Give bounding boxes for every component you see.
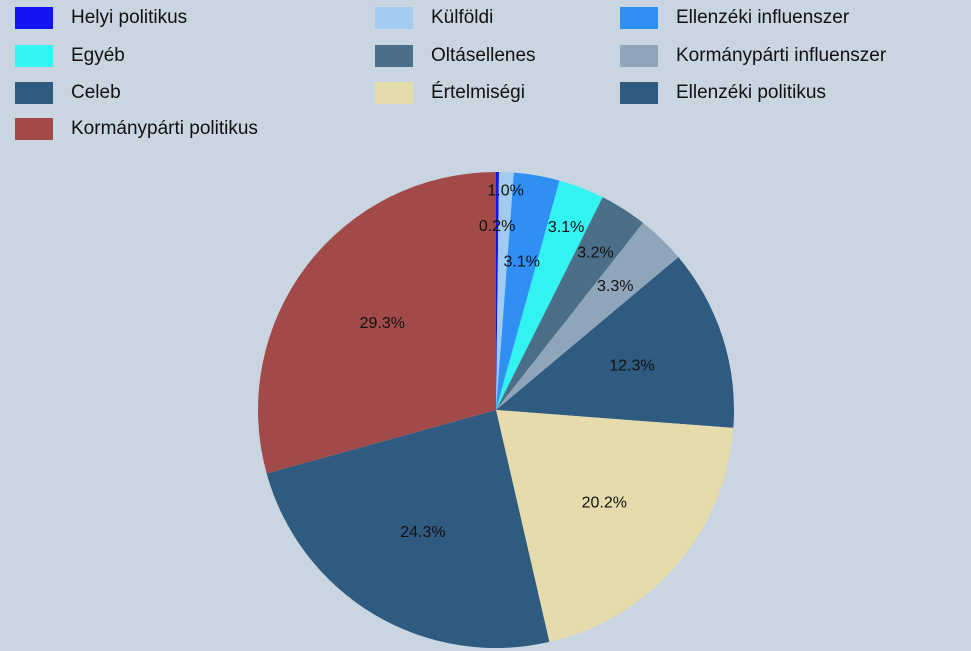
pie-slice: [496, 257, 734, 428]
pie-slice: [258, 172, 496, 474]
pie-slice: [496, 222, 679, 410]
legend-swatch: [15, 7, 53, 29]
pie-slice: [496, 410, 734, 642]
legend-label: Celeb: [71, 82, 121, 103]
pie-slice: [496, 172, 514, 410]
pie-slice: [496, 172, 560, 410]
value-label: 3.1%: [504, 254, 540, 271]
value-label: 24.3%: [400, 524, 445, 541]
pie-slice: [496, 197, 644, 410]
legend-swatch: [15, 118, 53, 140]
value-label: 20.2%: [582, 494, 627, 511]
value-label: 3.1%: [548, 219, 584, 236]
legend-label: Ellenzéki influenszer: [676, 7, 850, 28]
pie-slice: [266, 410, 550, 648]
pie-slice: [496, 180, 603, 410]
legend-swatch: [375, 45, 413, 67]
legend-label: Ellenzéki politikus: [676, 82, 826, 103]
legend-label: Kormánypárti influenszer: [676, 45, 887, 66]
legend-label: Helyi politikus: [71, 7, 187, 28]
legend-swatch: [15, 45, 53, 67]
value-label: 1.0%: [487, 182, 523, 199]
pie-slice: [496, 172, 499, 410]
legend-label: Egyéb: [71, 45, 125, 66]
legend-swatch: [620, 7, 658, 29]
legend-swatch: [620, 82, 658, 104]
value-label: 3.3%: [597, 278, 633, 295]
legend-swatch: [375, 82, 413, 104]
legend-swatch: [620, 45, 658, 67]
value-label: 29.3%: [360, 315, 405, 332]
legend-label: Oltásellenes: [431, 45, 536, 66]
legend-swatch: [375, 7, 413, 29]
value-label: 0.2%: [479, 218, 515, 235]
value-label: 3.2%: [577, 244, 613, 261]
legend-label: Külföldi: [431, 7, 493, 28]
value-label: 12.3%: [609, 358, 654, 375]
legend-label: Kormánypárti politikus: [71, 118, 258, 139]
legend-label: Értelmiségi: [431, 82, 525, 103]
legend-swatch: [15, 82, 53, 104]
